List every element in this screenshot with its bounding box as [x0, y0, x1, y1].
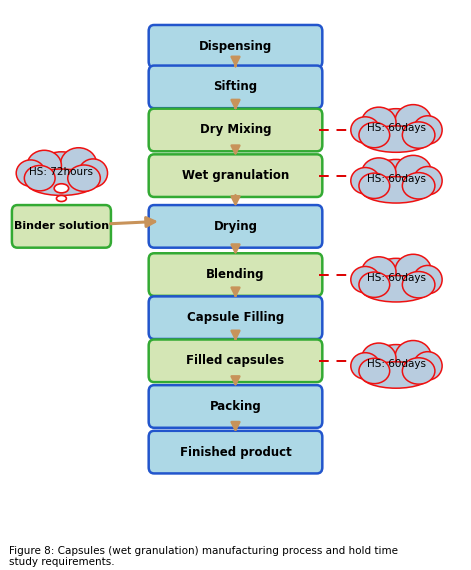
FancyBboxPatch shape: [149, 205, 322, 248]
Ellipse shape: [361, 362, 431, 388]
Text: HS: 60days: HS: 60days: [366, 273, 425, 283]
FancyBboxPatch shape: [149, 253, 322, 296]
Ellipse shape: [24, 165, 55, 191]
Text: Blending: Blending: [206, 268, 265, 281]
Ellipse shape: [35, 152, 88, 193]
Ellipse shape: [362, 343, 396, 373]
Ellipse shape: [362, 158, 396, 188]
Ellipse shape: [402, 173, 435, 199]
Ellipse shape: [54, 184, 69, 193]
Ellipse shape: [79, 159, 107, 188]
Text: Binder solution: Binder solution: [14, 221, 109, 231]
Text: HS: 60days: HS: 60days: [366, 174, 425, 184]
Ellipse shape: [395, 254, 431, 287]
Text: Packing: Packing: [210, 400, 261, 413]
Text: Drying: Drying: [213, 220, 258, 233]
Ellipse shape: [402, 122, 435, 148]
Text: Finished product: Finished product: [179, 446, 292, 459]
Ellipse shape: [57, 196, 66, 202]
FancyBboxPatch shape: [149, 109, 322, 151]
Text: Wet granulation: Wet granulation: [182, 169, 289, 182]
Ellipse shape: [361, 177, 431, 203]
Ellipse shape: [361, 275, 431, 302]
Text: HS: 60days: HS: 60days: [366, 359, 425, 369]
FancyBboxPatch shape: [12, 205, 111, 248]
Ellipse shape: [68, 165, 100, 192]
Text: Dispensing: Dispensing: [199, 40, 272, 53]
FancyBboxPatch shape: [149, 154, 322, 197]
FancyBboxPatch shape: [149, 385, 322, 428]
Ellipse shape: [370, 258, 422, 299]
Ellipse shape: [27, 150, 61, 181]
Ellipse shape: [359, 359, 390, 384]
Ellipse shape: [60, 148, 97, 180]
Ellipse shape: [26, 169, 97, 196]
Ellipse shape: [395, 156, 431, 188]
Ellipse shape: [370, 109, 422, 149]
Text: Filled capsules: Filled capsules: [187, 355, 284, 367]
Ellipse shape: [402, 271, 435, 298]
Ellipse shape: [362, 257, 396, 287]
FancyBboxPatch shape: [149, 296, 322, 339]
Ellipse shape: [362, 107, 396, 137]
Ellipse shape: [351, 168, 380, 194]
Text: HS: 60days: HS: 60days: [366, 124, 425, 133]
Text: HS: 72hours: HS: 72hours: [29, 166, 93, 177]
Text: Figure 8: Capsules (wet granulation) manufacturing process and hold time
study r: Figure 8: Capsules (wet granulation) man…: [9, 545, 398, 567]
Ellipse shape: [359, 173, 390, 198]
Ellipse shape: [351, 353, 380, 379]
Ellipse shape: [395, 105, 431, 137]
FancyBboxPatch shape: [149, 66, 322, 108]
FancyBboxPatch shape: [149, 25, 322, 68]
Ellipse shape: [359, 123, 390, 148]
Ellipse shape: [351, 266, 380, 293]
Text: Sifting: Sifting: [213, 80, 258, 93]
Ellipse shape: [16, 160, 45, 186]
Ellipse shape: [402, 358, 435, 384]
Ellipse shape: [370, 160, 422, 200]
FancyBboxPatch shape: [149, 431, 322, 474]
Ellipse shape: [395, 340, 431, 373]
Ellipse shape: [370, 345, 422, 385]
Text: Capsule Filling: Capsule Filling: [187, 311, 284, 324]
Ellipse shape: [413, 166, 442, 195]
Ellipse shape: [361, 126, 431, 152]
FancyBboxPatch shape: [149, 340, 322, 382]
Ellipse shape: [359, 272, 390, 298]
Ellipse shape: [413, 116, 442, 144]
Ellipse shape: [351, 117, 380, 143]
Ellipse shape: [413, 266, 442, 294]
Ellipse shape: [413, 352, 442, 380]
Text: Dry Mixing: Dry Mixing: [200, 124, 271, 136]
